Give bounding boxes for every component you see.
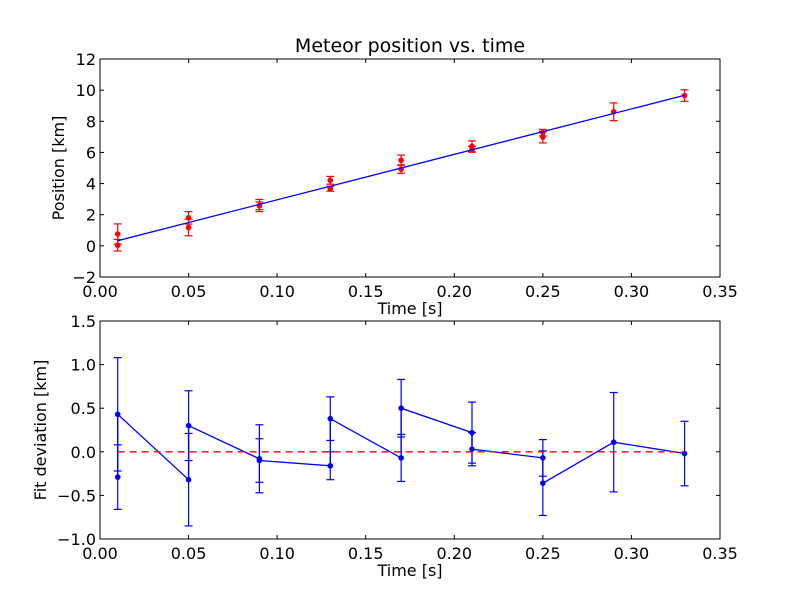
x-tick-label: 0.05 <box>171 282 207 301</box>
y-tick-label: 0 <box>86 237 96 256</box>
data-point <box>397 154 406 166</box>
position-chart: Meteor position vs. time 0.00 0.05 0.10 0.1… <box>49 35 738 318</box>
axes-frame <box>99 58 721 278</box>
data-point <box>326 185 335 192</box>
x-tick-label: 0.00 <box>82 282 118 301</box>
x-tick-label: 0.15 <box>348 282 384 301</box>
plot-area <box>113 357 689 527</box>
data-point <box>113 223 122 245</box>
x-tick-label: 0.00 <box>82 544 118 563</box>
y-tick-label: 6 <box>86 143 96 162</box>
data-point <box>326 451 335 481</box>
data-point <box>609 391 618 493</box>
data-marker <box>540 134 546 140</box>
x-tick-label: 0.10 <box>259 544 295 563</box>
x-tick-label: 0.25 <box>525 282 561 301</box>
data-marker <box>327 462 334 469</box>
data-marker <box>610 439 617 446</box>
x-axis-label: Time [s] <box>376 561 442 580</box>
data-point <box>397 378 406 438</box>
y-tick-label: −0.5 <box>57 486 96 505</box>
y-axis-label: Fit deviation [km] <box>31 360 50 501</box>
x-axis: 0.00 0.05 0.10 0.15 0.20 0.25 0.30 0.35 <box>82 321 738 563</box>
data-marker <box>256 457 263 464</box>
data-marker <box>540 480 546 486</box>
data-point <box>255 438 264 483</box>
data-marker <box>185 422 192 429</box>
deviation-chart: 0.00 0.05 0.10 0.15 0.20 0.25 0.30 0.35 −1.0 −0.… <box>31 312 738 580</box>
x-tick-label: 0.35 <box>702 282 738 301</box>
data-marker <box>327 185 334 192</box>
data-marker <box>185 476 192 483</box>
data-marker <box>398 157 404 164</box>
data-marker <box>114 411 121 418</box>
data-marker <box>185 215 192 221</box>
x-tick-label: 0.30 <box>614 282 650 301</box>
y-tick-label: 0.0 <box>71 443 96 462</box>
chart-title: Meteor position vs. time <box>295 35 525 57</box>
data-point <box>184 390 193 462</box>
data-marker <box>469 446 475 452</box>
fit-line <box>117 94 685 242</box>
plot-area <box>113 89 689 252</box>
x-tick-label: 0.05 <box>171 544 207 563</box>
data-point <box>326 175 335 185</box>
data-point <box>397 433 406 483</box>
y-axis: −2 0 2 4 6 8 10 12 <box>72 50 720 287</box>
y-tick-label: 2 <box>86 206 96 225</box>
data-marker <box>398 455 404 461</box>
y-tick-label: 1.0 <box>71 356 96 375</box>
y-tick-label: −2 <box>72 268 96 287</box>
data-marker <box>327 415 334 422</box>
data-point <box>538 450 547 517</box>
data-point <box>468 432 476 467</box>
data-marker <box>114 474 121 480</box>
data-marker <box>327 177 334 184</box>
x-tick-label: 0.25 <box>525 544 561 563</box>
data-point <box>680 420 689 487</box>
x-tick-label: 0.20 <box>436 544 472 563</box>
y-tick-label: −1.0 <box>57 530 96 549</box>
data-marker <box>114 231 121 237</box>
x-tick-label: 0.30 <box>614 544 650 563</box>
y-tick-label: 1.5 <box>71 312 96 331</box>
y-tick-label: 8 <box>86 112 96 131</box>
x-axis-label: Time [s] <box>376 299 442 318</box>
x-tick-label: 0.15 <box>348 544 384 563</box>
y-axis: −1.0 −0.5 0.0 0.5 1.0 1.5 <box>57 312 720 549</box>
y-tick-label: 10 <box>76 81 96 100</box>
data-marker <box>185 224 192 231</box>
y-axis-label: Position [km] <box>49 116 68 221</box>
x-tick-label: 0.35 <box>702 544 738 563</box>
y-tick-label: 0.5 <box>71 399 96 418</box>
x-axis: 0.00 0.05 0.10 0.15 0.20 0.25 0.30 0.35 <box>82 59 738 301</box>
y-tick-label: 12 <box>76 50 96 69</box>
data-point <box>326 396 335 442</box>
x-tick-label: 0.20 <box>436 282 472 301</box>
x-tick-label: 0.10 <box>259 282 295 301</box>
axes-frame <box>99 320 721 540</box>
y-tick-label: 4 <box>86 175 96 194</box>
data-marker <box>398 405 404 412</box>
